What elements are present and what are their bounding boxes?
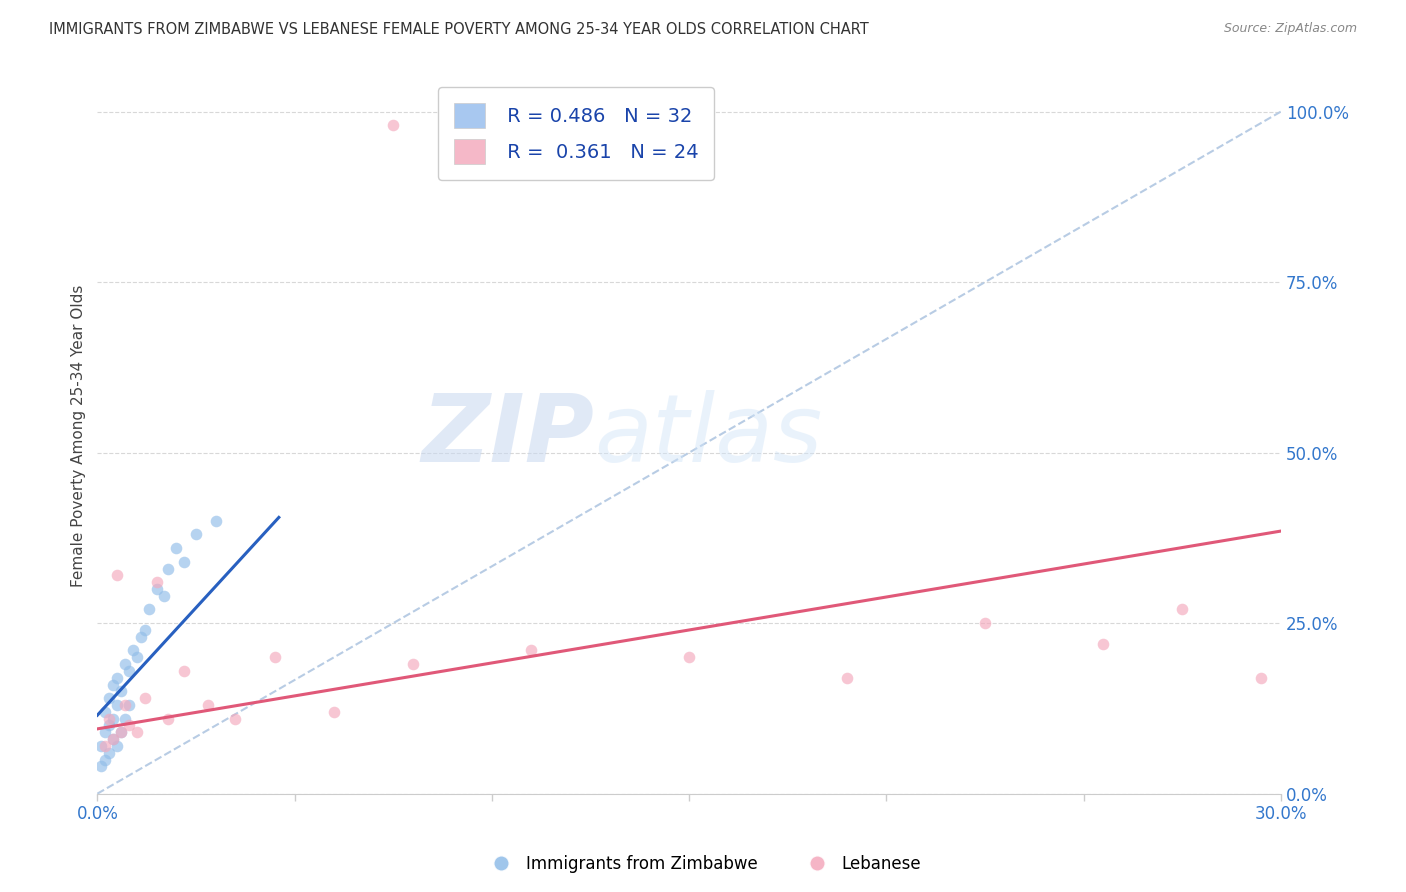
Point [105, 671, 128, 685]
Point [402, 657, 425, 671]
Point [98, 746, 121, 760]
Legend: Immigrants from Zimbabwe, Lebanese: Immigrants from Zimbabwe, Lebanese [478, 848, 928, 880]
Point [974, 616, 997, 631]
Point [94, 753, 117, 767]
Point [98, 712, 121, 726]
Point [114, 712, 136, 726]
Point [125, 650, 148, 665]
Point [323, 705, 346, 719]
Point [94, 725, 117, 739]
Point [90, 739, 112, 753]
Point [1250, 671, 1272, 685]
Point [204, 514, 226, 528]
Point [153, 589, 176, 603]
Point [1171, 602, 1194, 616]
Point [98, 691, 121, 706]
Point [90, 759, 112, 773]
Point [184, 527, 207, 541]
Point [224, 712, 246, 726]
Point [101, 712, 124, 726]
Point [118, 718, 141, 732]
Point [114, 657, 136, 671]
Point [173, 555, 195, 569]
Point [98, 718, 121, 732]
Point [118, 664, 141, 678]
Point [101, 732, 124, 747]
Text: atlas: atlas [595, 390, 823, 481]
Point [157, 712, 180, 726]
Point [1092, 637, 1115, 651]
Point [138, 602, 160, 616]
Text: IMMIGRANTS FROM ZIMBABWE VS LEBANESE FEMALE POVERTY AMONG 25-34 YEAR OLDS CORREL: IMMIGRANTS FROM ZIMBABWE VS LEBANESE FEM… [49, 22, 869, 37]
Point [129, 630, 152, 644]
Point [105, 698, 128, 712]
Point [173, 664, 195, 678]
Point [94, 705, 117, 719]
Point [835, 671, 858, 685]
Point [134, 691, 156, 706]
Point [125, 725, 148, 739]
Point [118, 698, 141, 712]
Point [110, 684, 132, 698]
Point [264, 650, 287, 665]
Point [121, 643, 143, 657]
Point [197, 698, 219, 712]
Text: Source: ZipAtlas.com: Source: ZipAtlas.com [1223, 22, 1357, 36]
Y-axis label: Female Poverty Among 25-34 Year Olds: Female Poverty Among 25-34 Year Olds [72, 285, 86, 587]
Point [145, 582, 167, 596]
Legend:  R = 0.486   N = 32,  R =  0.361   N = 24: R = 0.486 N = 32, R = 0.361 N = 24 [439, 87, 714, 180]
Point [110, 725, 132, 739]
Point [114, 698, 136, 712]
Point [105, 568, 128, 582]
Point [157, 561, 180, 575]
Point [101, 677, 124, 691]
Text: ZIP: ZIP [422, 390, 595, 482]
Point [105, 739, 128, 753]
Point [165, 541, 187, 555]
Point [101, 732, 124, 747]
Point [145, 575, 167, 590]
Point [520, 643, 543, 657]
Point [678, 650, 700, 665]
Point [110, 725, 132, 739]
Point [382, 118, 405, 132]
Point [134, 623, 156, 637]
Point [94, 739, 117, 753]
